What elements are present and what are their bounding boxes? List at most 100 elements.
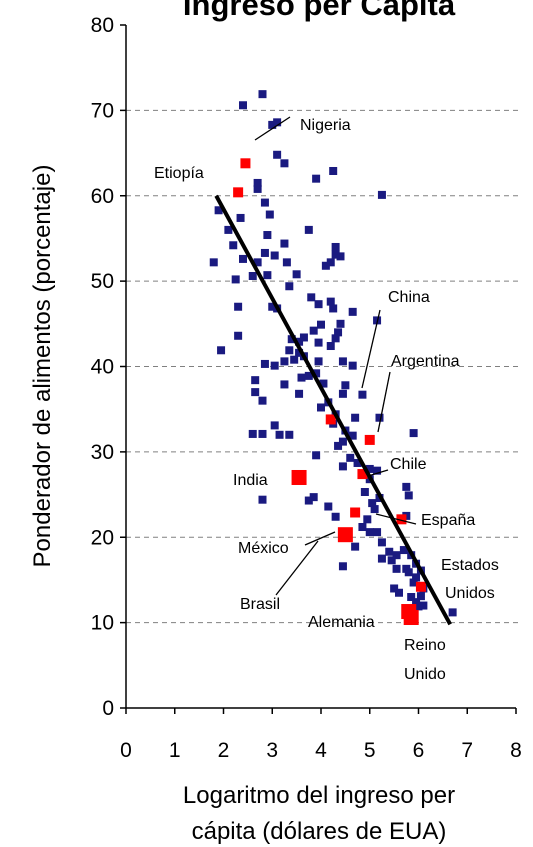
x-tick-label: 1 <box>169 739 181 762</box>
scatter-point <box>304 225 313 234</box>
y-tick-label: 30 <box>91 441 114 464</box>
scatter-point <box>248 429 257 438</box>
scatter-point <box>329 304 338 313</box>
scatter-point <box>270 361 279 370</box>
label-unido: Unido <box>404 666 446 683</box>
scatter-point <box>253 258 262 267</box>
scatter-point <box>234 331 243 340</box>
scatter-point <box>331 242 340 251</box>
y-axis-ticks: 0 10 20 30 40 50 60 70 80 <box>91 14 126 720</box>
scatter-point <box>260 359 269 368</box>
scatter-point <box>392 551 401 560</box>
scatter-point <box>334 441 343 450</box>
scatter-point <box>280 239 289 248</box>
scatter-point <box>253 184 262 193</box>
scatter-point <box>285 430 294 439</box>
scatter-point <box>287 335 296 344</box>
leader-line <box>275 540 319 596</box>
label-estados: Estados <box>441 557 499 574</box>
scatter-point <box>403 610 419 626</box>
y-tick-label: 10 <box>91 612 114 635</box>
label-india: India <box>233 472 268 489</box>
scatter-point <box>268 302 277 311</box>
scatter-point <box>285 282 294 291</box>
scatter-point <box>350 507 361 518</box>
scatter-point <box>297 373 306 382</box>
scatter-point <box>377 538 386 547</box>
scatter-point <box>365 528 374 537</box>
scatter-point <box>329 166 338 175</box>
scatter-point <box>217 346 226 355</box>
scatter-point <box>353 458 362 467</box>
scatter-point <box>336 252 345 261</box>
scatter-point <box>387 556 396 565</box>
scatter-point <box>290 355 299 364</box>
scatter-point <box>291 469 307 485</box>
scatter-point <box>231 275 240 284</box>
scatter-point <box>265 210 274 219</box>
x-tick-label: 7 <box>461 739 473 762</box>
scatter-point <box>338 462 347 471</box>
scatter-point <box>280 357 289 366</box>
y-tick-label: 70 <box>91 99 114 122</box>
y-tick-label: 80 <box>91 14 114 37</box>
scatter-point <box>312 369 321 378</box>
scatter-point <box>392 564 401 573</box>
scatter-point <box>239 254 247 263</box>
scatter-point <box>321 261 330 270</box>
scatter-point <box>263 231 272 240</box>
scatter-point <box>357 469 368 480</box>
scatter-point <box>326 258 335 267</box>
x-tick-label: 0 <box>120 739 132 762</box>
scatter-point <box>312 174 321 183</box>
scatter-point <box>370 505 379 514</box>
y-tick-label: 20 <box>91 526 114 549</box>
label-reino: Reino <box>404 637 446 654</box>
label-mexico: México <box>238 540 289 557</box>
label-espana: España <box>421 512 475 529</box>
scatter-point <box>331 512 340 521</box>
scatter-point <box>248 272 257 281</box>
scatter-point <box>270 251 279 260</box>
scatter-point <box>214 206 223 215</box>
leader-line <box>361 309 381 389</box>
x-tick-label: 8 <box>510 739 522 762</box>
scatter-point <box>273 118 282 127</box>
scatter-point <box>414 602 423 611</box>
scatter-point <box>377 190 386 199</box>
x-axis-title-line-1: Logaritmo del ingreso per <box>183 782 455 809</box>
label-china: China <box>388 289 430 306</box>
scatter-point <box>360 488 369 497</box>
scatter-point <box>304 371 313 380</box>
scatter-point <box>351 413 360 422</box>
scatter-point <box>396 514 407 525</box>
scatter-point <box>258 429 267 438</box>
scatter-point <box>419 601 428 610</box>
scatter-point <box>346 453 355 462</box>
scatter-point <box>304 496 313 505</box>
label-unidos: Unidos <box>445 585 495 602</box>
trend-line <box>214 194 452 626</box>
scatter-point <box>234 302 243 311</box>
scatter-point <box>363 515 372 524</box>
scatter-point <box>224 225 233 234</box>
scatter-point <box>390 584 399 593</box>
scatter-point <box>338 389 347 398</box>
scatter-point <box>375 413 384 422</box>
scatter-point <box>364 434 375 445</box>
scatter-point <box>317 403 325 412</box>
scatter-point <box>268 120 277 129</box>
x-tick-label: 6 <box>413 739 425 762</box>
scatter-point <box>273 150 282 159</box>
scatter-point <box>404 491 413 500</box>
scatter-point <box>233 187 244 198</box>
scatter-point <box>331 250 340 259</box>
y-tick-label: 50 <box>91 270 114 293</box>
chart-title: Ingreso per Cápita <box>183 0 456 22</box>
scatter-point <box>365 464 374 473</box>
scatter-point <box>373 466 382 475</box>
scatter-point <box>416 592 425 601</box>
scatter-point <box>334 328 343 337</box>
x-tick-label: 3 <box>266 739 278 762</box>
scatter-point <box>385 547 394 556</box>
